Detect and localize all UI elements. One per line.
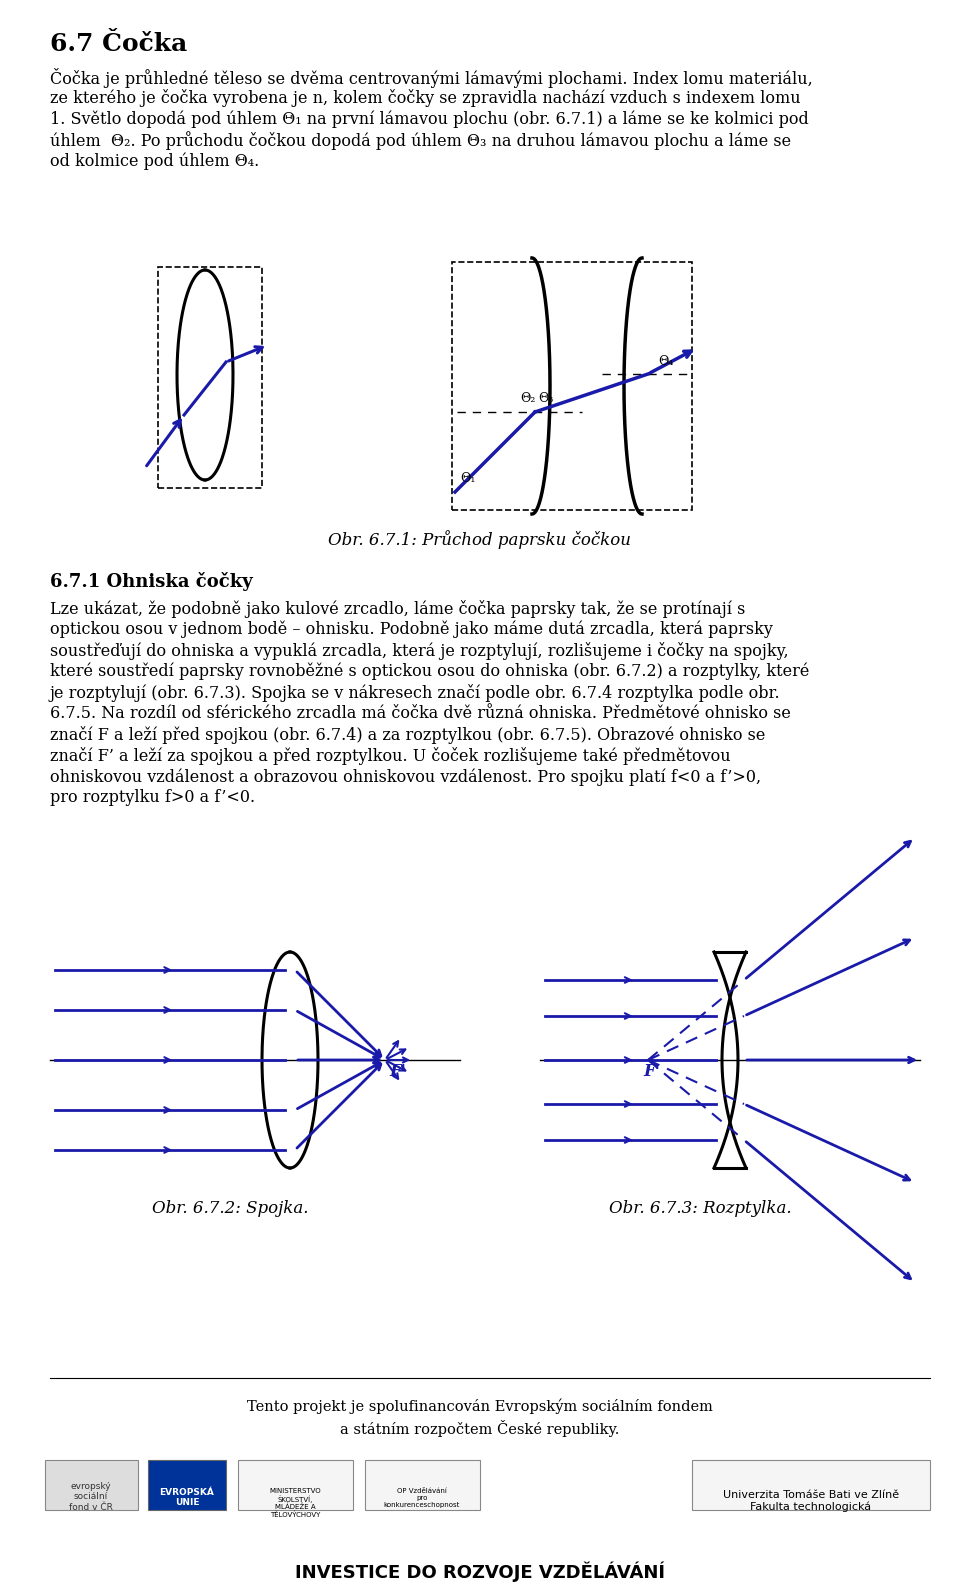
Text: Lze ukázat, že podobně jako kulové zrcadlo, láme čočka paprsky tak, že se protín: Lze ukázat, že podobně jako kulové zrcad… — [50, 600, 745, 618]
Text: a státním rozpočtem České republiky.: a státním rozpočtem České republiky. — [340, 1420, 620, 1438]
Text: evropský
sociální
fond v ČR: evropský sociální fond v ČR — [69, 1482, 113, 1512]
Bar — [365, 1460, 480, 1509]
Text: ze kterého je čočka vyrobena je n, kolem čočky se zpravidla nachází vzduch s ind: ze kterého je čočka vyrobena je n, kolem… — [50, 89, 801, 107]
Text: je rozptylují (obr. 6.7.3). Spojka se v nákresech značí podle obr. 6.7.4 rozptyl: je rozptylují (obr. 6.7.3). Spojka se v … — [50, 685, 780, 702]
Text: MINISTERSTVO
ŠKOLSTVÍ,
MLÁDEŽE A
TĚLOVÝCHOVY: MINISTERSTVO ŠKOLSTVÍ, MLÁDEŽE A TĚLOVÝC… — [269, 1489, 321, 1519]
Bar — [452, 263, 692, 509]
Bar — [148, 1460, 226, 1509]
Text: úhlem  Θ₂. Po průchodu čočkou dopodá pod úhlem Θ₃ na druhou lámavou plochu a lám: úhlem Θ₂. Po průchodu čočkou dopodá pod … — [50, 131, 791, 150]
Text: pro rozptylku f>0 a f’<0.: pro rozptylku f>0 a f’<0. — [50, 790, 255, 806]
Text: 6.7.5. Na rozdíl od sférického zrcadla má čočka dvě různá ohniska. Předmětové oh: 6.7.5. Na rozdíl od sférického zrcadla m… — [50, 705, 791, 723]
Text: Θ₃: Θ₃ — [538, 392, 553, 404]
Text: 6.7 Čočka: 6.7 Čočka — [50, 32, 187, 56]
Text: F': F' — [643, 1063, 660, 1079]
Text: Čočka je průhledné těleso se dvěma centrovanými lámavými plochami. Index lomu ma: Čočka je průhledné těleso se dvěma centr… — [50, 68, 813, 88]
Text: Univerzita Tomáše Bati ve Zlíně
Fakulta technologická: Univerzita Tomáše Bati ve Zlíně Fakulta … — [723, 1490, 900, 1512]
Text: Obr. 6.7.1: Průchod paprsku čočkou: Obr. 6.7.1: Průchod paprsku čočkou — [328, 530, 632, 549]
Text: optickou osou v jednom bodě – ohnisku. Podobně jako máme dutá zrcadla, která pap: optickou osou v jednom bodě – ohnisku. P… — [50, 621, 773, 638]
Bar — [692, 1460, 930, 1509]
Text: 1. Světlo dopodá pod úhlem Θ₁ na první lámavou plochu (obr. 6.7.1) a láme se ke : 1. Světlo dopodá pod úhlem Θ₁ na první l… — [50, 110, 808, 127]
Text: značí F’ a leží za spojkou a před rozptylkou. U čoček rozlišujeme také předmětov: značí F’ a leží za spojkou a před rozpty… — [50, 747, 731, 766]
Text: soustřeďují do ohniska a vypuklá zrcadla, která je rozptylují, rozlišujeme i čoč: soustřeďují do ohniska a vypuklá zrcadla… — [50, 642, 788, 661]
Text: ohniskovou vzdálenost a obrazovou ohniskovou vzdálenost. Pro spojku platí f<0 a : ohniskovou vzdálenost a obrazovou ohnisk… — [50, 767, 761, 785]
Bar — [238, 1460, 353, 1509]
Text: od kolmice pod úhlem Θ₄.: od kolmice pod úhlem Θ₄. — [50, 151, 259, 169]
Bar — [45, 1460, 138, 1509]
Text: Θ₁: Θ₁ — [460, 471, 475, 486]
Text: F': F' — [389, 1063, 406, 1079]
Text: OP Vzdělávání
pro
konkurenceschopnost: OP Vzdělávání pro konkurenceschopnost — [384, 1489, 460, 1508]
Text: 6.7.1 Ohniska čočky: 6.7.1 Ohniska čočky — [50, 572, 252, 591]
Text: značí F a leží před spojkou (obr. 6.7.4) a za rozptylkou (obr. 6.7.5). Obrazové : značí F a leží před spojkou (obr. 6.7.4)… — [50, 726, 765, 743]
Text: Tento projekt je spolufinancován Evropským sociálním fondem: Tento projekt je spolufinancován Evropsk… — [247, 1398, 713, 1414]
Text: které soustředí paprsky rovnoběžné s optickou osou do ohniska (obr. 6.7.2) a roz: které soustředí paprsky rovnoběžné s opt… — [50, 662, 809, 680]
Text: INVESTICE DO ROZVOJE VZDĚLÁVÁNÍ: INVESTICE DO ROZVOJE VZDĚLÁVÁNÍ — [295, 1562, 665, 1582]
Text: Obr. 6.7.2: Spojka.: Obr. 6.7.2: Spojka. — [152, 1200, 308, 1216]
Text: Obr. 6.7.3: Rozptylka.: Obr. 6.7.3: Rozptylka. — [609, 1200, 791, 1216]
Text: Θ₄: Θ₄ — [658, 355, 673, 368]
Bar — [158, 267, 262, 489]
Text: Θ₂: Θ₂ — [520, 392, 536, 404]
Text: EVROPSKÁ
UNIE: EVROPSKÁ UNIE — [159, 1489, 214, 1508]
